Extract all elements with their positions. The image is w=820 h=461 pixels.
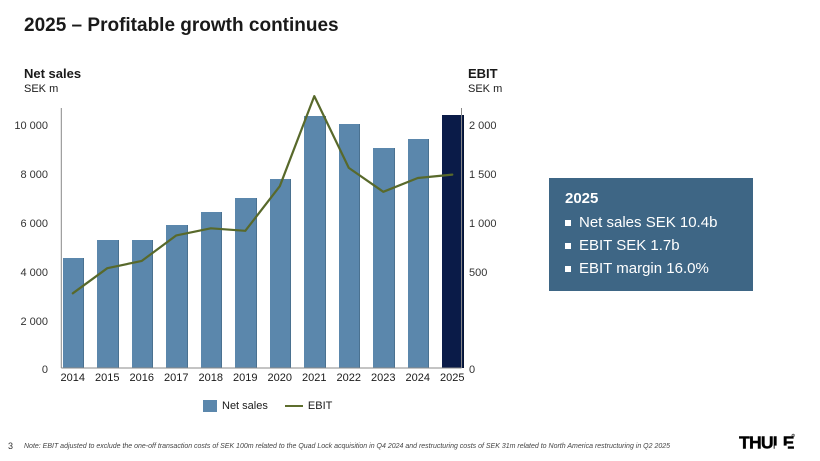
svg-text:THULE: THULE: [739, 433, 795, 453]
svg-text:R: R: [793, 434, 795, 437]
